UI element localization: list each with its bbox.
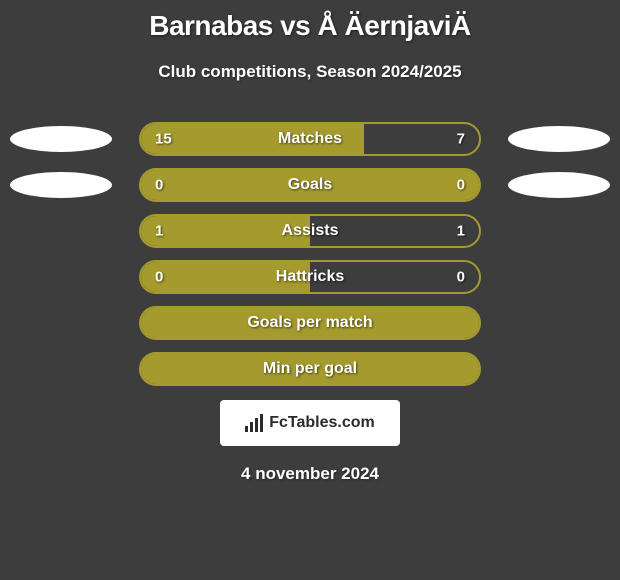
bar-value-right: 0: [457, 269, 465, 286]
footer-logo: FcTables.com: [220, 400, 400, 446]
bar-label: Min per goal: [263, 360, 357, 378]
stat-bar: 1 Assists 1: [139, 214, 481, 248]
stat-row: Min per goal: [0, 352, 620, 386]
bar-value-right: 0: [457, 177, 465, 194]
left-ellipse: [10, 126, 112, 152]
subtitle: Club competitions, Season 2024/2025: [0, 62, 620, 82]
bar-value-left: 15: [155, 131, 172, 148]
bar-value-right: 1: [457, 223, 465, 240]
logo-inner: FcTables.com: [245, 414, 375, 432]
main-container: Barnabas vs Å ÄernjaviÄ Club competition…: [0, 0, 620, 484]
stat-bar: 0 Goals 0: [139, 168, 481, 202]
bar-label: Hattricks: [276, 268, 344, 286]
stats-area: 15 Matches 7 0 Goals 0 1 Assists 1 0 Hattricks 0 Goa…: [0, 122, 620, 386]
bar-value-right: 7: [457, 131, 465, 148]
left-ellipse: [10, 172, 112, 198]
bar-label: Goals: [288, 176, 332, 194]
logo-text: FcTables.com: [269, 414, 375, 432]
logo-bars-icon: [245, 414, 263, 432]
stat-bar: Goals per match: [139, 306, 481, 340]
stat-row: 15 Matches 7: [0, 122, 620, 156]
bar-label: Assists: [282, 222, 339, 240]
right-ellipse: [508, 172, 610, 198]
stat-row: Goals per match: [0, 306, 620, 340]
right-ellipse: [508, 126, 610, 152]
bar-value-left: 1: [155, 223, 163, 240]
stat-row: 0 Goals 0: [0, 168, 620, 202]
stat-bar: 0 Hattricks 0: [139, 260, 481, 294]
stat-row: 0 Hattricks 0: [0, 260, 620, 294]
page-title: Barnabas vs Å ÄernjaviÄ: [0, 10, 620, 42]
bar-label: Matches: [278, 130, 342, 148]
bar-value-left: 0: [155, 177, 163, 194]
bar-value-left: 0: [155, 269, 163, 286]
stat-bar: Min per goal: [139, 352, 481, 386]
bar-label: Goals per match: [247, 314, 372, 332]
stat-row: 1 Assists 1: [0, 214, 620, 248]
footer-date: 4 november 2024: [0, 464, 620, 484]
stat-bar: 15 Matches 7: [139, 122, 481, 156]
